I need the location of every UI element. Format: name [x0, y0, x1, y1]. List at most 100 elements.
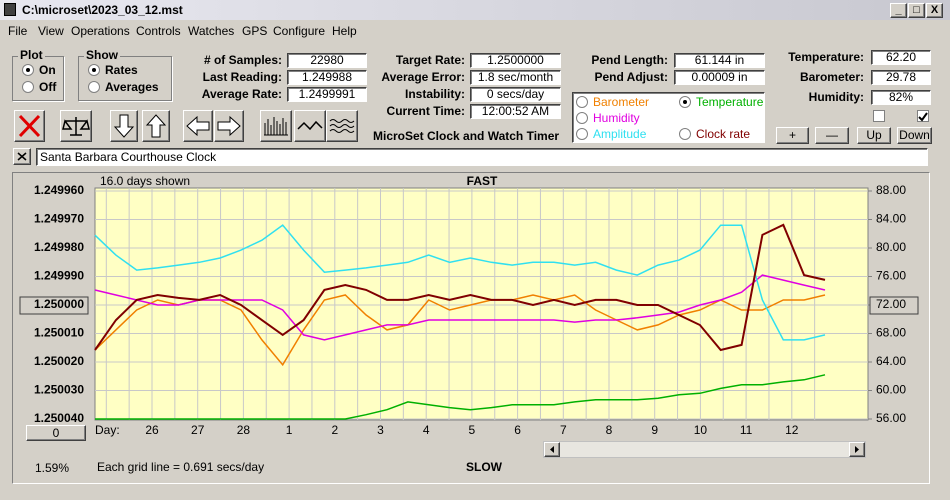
radio-label: Averages: [105, 80, 159, 94]
field-value: 0.00009 in: [674, 70, 765, 85]
legend-radio[interactable]: [576, 96, 588, 108]
radio-label: Rates: [105, 63, 138, 77]
field-label: Current Time:: [386, 104, 465, 118]
env-button[interactable]: Down: [897, 127, 932, 144]
field-value: 1.249988: [287, 70, 367, 85]
field-value: 1.2499991: [287, 87, 367, 102]
field-label: Average Error:: [381, 70, 465, 84]
field-label: Barometer:: [799, 70, 864, 84]
app-icon: [4, 3, 16, 16]
menu-item[interactable]: Operations: [71, 24, 130, 38]
window-controls: _ □ X: [890, 3, 950, 19]
radio-button[interactable]: [22, 64, 34, 76]
legend-layer: Barometer Temperature Humidity Amplitude Clo…: [0, 0, 763, 141]
stop-icon: [18, 114, 41, 138]
right-icon: [217, 115, 241, 137]
legend-radio[interactable]: [679, 128, 691, 140]
legend-label: Humidity: [593, 111, 640, 125]
wave-icon: [297, 120, 323, 131]
radio-layer: On Off Rates Averages: [0, 0, 159, 94]
zero-button[interactable]: 0: [26, 425, 86, 441]
field-label: # of Samples:: [203, 53, 282, 67]
menu-item[interactable]: Configure: [273, 24, 326, 38]
field-label: Pend Adjust:: [594, 70, 668, 84]
radio-button[interactable]: [88, 81, 100, 93]
env-buttons: + — Up Down: [0, 0, 932, 144]
field-label: Target Rate:: [395, 53, 465, 67]
scroll-left-icon: [550, 446, 554, 453]
radio-label: Off: [39, 80, 57, 94]
checkbox[interactable]: [917, 110, 929, 122]
legend-radio[interactable]: [576, 112, 588, 124]
scroll-right-icon: [855, 446, 859, 453]
legend-radio[interactable]: [679, 96, 691, 108]
series-selector: [572, 92, 765, 143]
env-button[interactable]: +: [776, 127, 809, 144]
scroll-right[interactable]: [849, 442, 865, 457]
field-label: Temperature:: [788, 50, 864, 64]
percent-label: 1.59%: [35, 461, 70, 475]
field-value: 1.2500000: [470, 53, 561, 68]
field-value: 0 secs/day: [470, 87, 561, 102]
stop-button[interactable]: [14, 110, 45, 142]
field-label: Humidity:: [808, 90, 864, 104]
close-icon: [17, 152, 27, 161]
window-control[interactable]: □: [908, 3, 925, 18]
balance-button[interactable]: [60, 110, 92, 142]
bars-icon: [264, 117, 288, 136]
check-mark: [918, 112, 928, 122]
left-button[interactable]: [183, 110, 213, 142]
field-value: 61.144 in: [674, 53, 765, 68]
legend-label: Amplitude: [593, 127, 647, 141]
scroll-left[interactable]: [544, 442, 560, 457]
window-title: C:\microset\2023_03_12.mst: [22, 3, 183, 17]
show-group: [78, 56, 172, 101]
up-icon: [145, 114, 167, 138]
legend-label: Barometer: [593, 95, 650, 109]
field-value: 22980: [287, 53, 367, 68]
up-button[interactable]: [142, 110, 170, 142]
down-button[interactable]: [110, 110, 138, 142]
menu-item[interactable]: Controls: [136, 24, 181, 38]
balance-icon: [62, 117, 90, 136]
plot-group-title: Plot: [18, 48, 45, 62]
waves-button[interactable]: [326, 110, 358, 142]
scrollbar[interactable]: [543, 441, 866, 458]
chart-panel: [12, 172, 930, 484]
close-clock-button[interactable]: [13, 148, 31, 165]
radio-dot: [683, 100, 687, 104]
menu-item[interactable]: Help: [332, 24, 357, 38]
field-label: Last Reading:: [202, 70, 282, 84]
checkbox[interactable]: [873, 110, 885, 122]
clock-name-field[interactable]: Santa Barbara Courthouse Clock: [36, 148, 928, 166]
field-value: 62.20: [871, 50, 931, 65]
legend-radio[interactable]: [576, 128, 588, 140]
window-control[interactable]: X: [926, 3, 943, 18]
down-icon: [113, 114, 135, 138]
menu-item[interactable]: Watches: [188, 24, 235, 38]
wave-button[interactable]: [294, 110, 326, 142]
bars-button[interactable]: [260, 110, 292, 142]
waves-icon: [329, 119, 355, 133]
right-button[interactable]: [214, 110, 244, 142]
radio-dot: [92, 68, 96, 72]
app-name: MicroSet Clock and Watch Timer: [373, 129, 560, 143]
env-button[interactable]: Up: [857, 127, 891, 144]
menu-item[interactable]: File: [8, 24, 28, 38]
menu-item[interactable]: GPS: [242, 24, 268, 38]
radio-button[interactable]: [22, 81, 34, 93]
menu-item[interactable]: View: [38, 24, 64, 38]
field-value: 1.8 sec/month: [470, 70, 561, 85]
legend-label: Clock rate: [696, 127, 751, 141]
radio-button[interactable]: [88, 64, 100, 76]
field-label: Average Rate:: [201, 87, 282, 101]
menu-bar: File View Operations Controls Watches GPS Conf…: [0, 22, 950, 40]
field-value: 12:00:52 AM: [470, 104, 561, 119]
field-layer: # of Samples: 22980 Last Reading: 1.249988 A…: [0, 0, 931, 122]
legend-label: Temperature: [696, 95, 764, 109]
field-value: 82%: [871, 90, 931, 105]
field-label: Instability:: [404, 87, 465, 101]
window-control[interactable]: _: [890, 3, 907, 18]
env-button[interactable]: —: [815, 127, 849, 144]
